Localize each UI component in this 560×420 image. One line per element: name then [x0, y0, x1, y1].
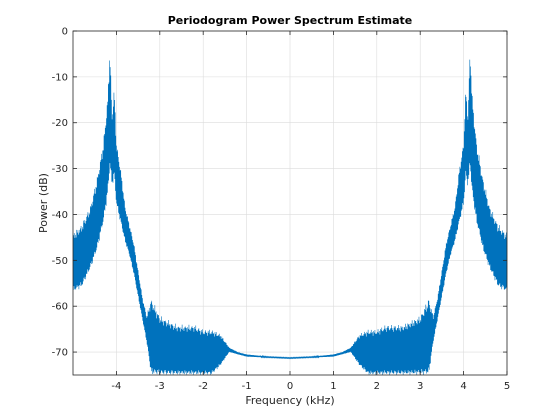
y-tick-label: -50 [52, 256, 68, 267]
y-tick-label: -70 [52, 348, 68, 359]
x-tick-label: 0 [287, 381, 293, 392]
series-layer [73, 59, 507, 375]
x-tick-label: 1 [330, 381, 336, 392]
x-tick-label: 5 [504, 381, 510, 392]
y-tick-label: -10 [52, 72, 68, 83]
chart-title: Periodogram Power Spectrum Estimate [168, 14, 413, 27]
y-tick-label: -40 [52, 210, 68, 221]
x-tick-label: 4 [460, 381, 466, 392]
y-tick-label: -30 [52, 164, 68, 175]
x-tick-label: -1 [242, 381, 252, 392]
y-tick-label: -20 [52, 118, 68, 129]
x-tick-label: 2 [374, 381, 380, 392]
y-tick-label: -60 [52, 302, 68, 313]
x-tick-label: -3 [155, 381, 165, 392]
x-tick-label: -4 [111, 381, 121, 392]
y-axis-label: Power (dB) [37, 173, 50, 233]
x-axis-label: Frequency (kHz) [245, 394, 334, 407]
x-tick-label: -2 [198, 381, 208, 392]
x-tick-label: 3 [417, 381, 423, 392]
y-tick-label: 0 [62, 27, 68, 38]
ticks: -4 -3 -2 -1 0 1 2 3 4 50-10-20-30-40-50-60-70 [52, 27, 511, 393]
series-line [73, 59, 507, 375]
